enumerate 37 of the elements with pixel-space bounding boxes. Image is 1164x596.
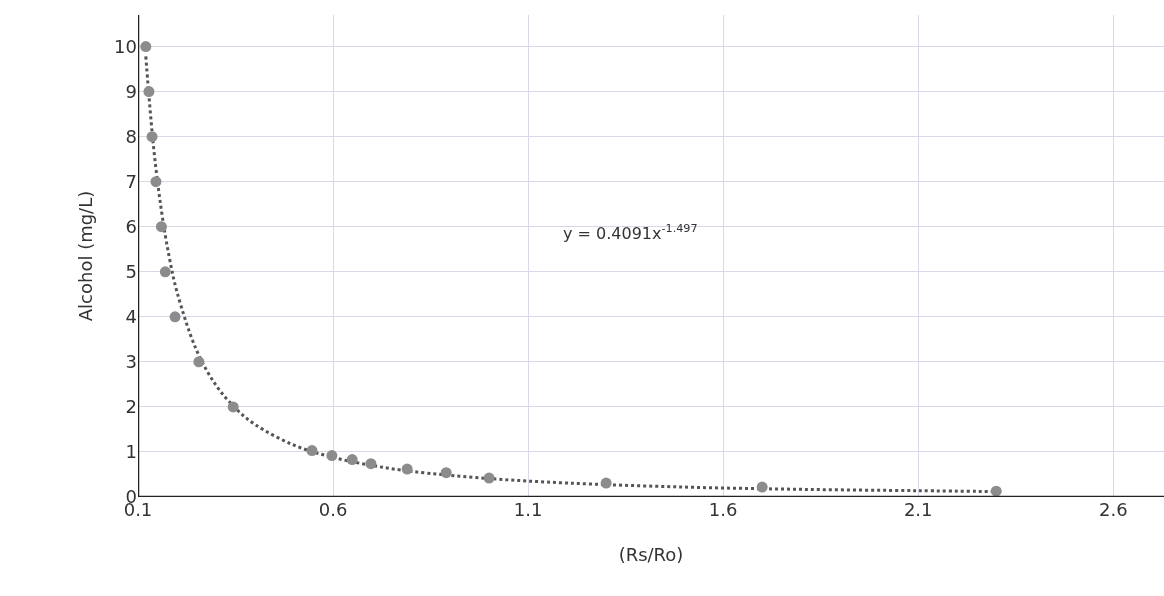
y-tick-label: 7 xyxy=(125,170,137,192)
x-axis-title: (Rs/Ro) xyxy=(618,544,684,565)
x-tick-label: 1.1 xyxy=(513,499,543,520)
point xyxy=(140,41,152,53)
point xyxy=(227,401,239,413)
point xyxy=(326,450,338,462)
point xyxy=(756,481,768,493)
point xyxy=(193,356,205,368)
point xyxy=(483,472,495,484)
y-tick-label: 5 xyxy=(125,261,137,283)
point xyxy=(365,458,377,470)
y-tick-label: 10 xyxy=(114,35,137,57)
point xyxy=(146,131,158,143)
point xyxy=(401,463,413,475)
y-tick-label: 6 xyxy=(125,216,137,238)
point xyxy=(159,266,171,278)
y-tick-label: 4 xyxy=(125,306,137,328)
point xyxy=(169,311,181,323)
point xyxy=(990,485,1002,497)
point xyxy=(346,454,358,466)
point xyxy=(143,86,155,98)
y-axis-title: Alcohol (mg/L) xyxy=(75,190,96,322)
point xyxy=(600,477,612,489)
y-tick-label: 2 xyxy=(125,396,137,418)
x-tick-label: 2.6 xyxy=(1098,499,1128,520)
y-tick-label: 1 xyxy=(125,441,137,463)
point xyxy=(150,176,162,188)
y-tick-label: 8 xyxy=(125,125,137,147)
x-tick-label: 0.6 xyxy=(318,499,348,520)
x-tick-label: 2.1 xyxy=(903,499,933,520)
point xyxy=(306,445,318,457)
x-tick-label: 1.6 xyxy=(708,499,738,520)
point xyxy=(440,467,452,479)
annotation: y = 0.4091x$^{-1.497}$ xyxy=(563,222,698,243)
y-tick-label: 9 xyxy=(125,80,137,102)
y-tick-label: 3 xyxy=(125,351,137,373)
point xyxy=(155,221,167,233)
